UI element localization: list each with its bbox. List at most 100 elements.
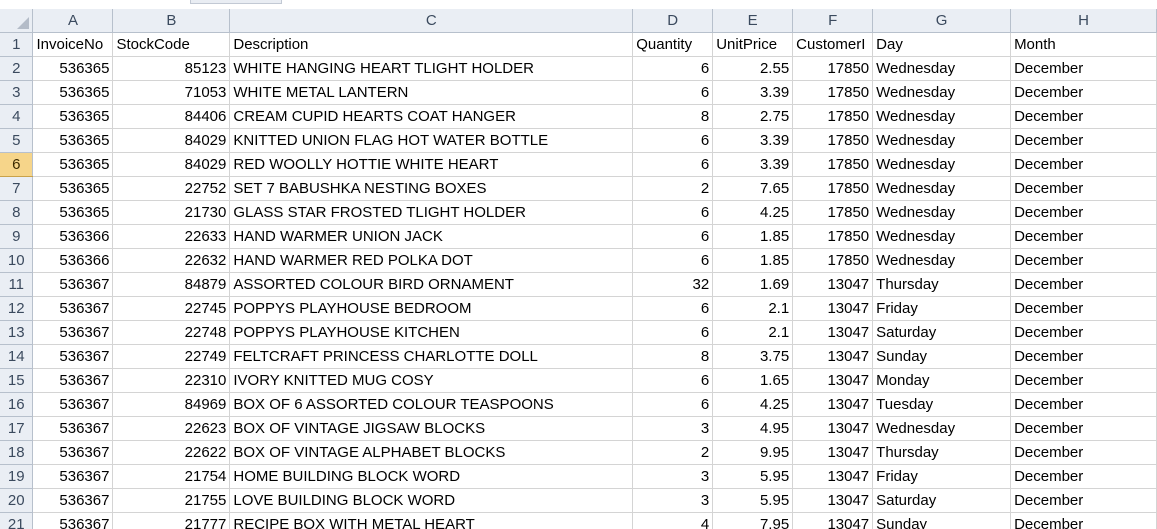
cell-day[interactable]: Thursday: [872, 440, 1012, 465]
cell-unitprice[interactable]: 1.85: [712, 224, 794, 249]
cell-unitprice[interactable]: 7.65: [712, 176, 794, 201]
cell-month[interactable]: December: [1010, 200, 1157, 225]
cell-month[interactable]: December: [1010, 416, 1157, 441]
cell-stockcode[interactable]: 21754: [112, 464, 231, 489]
cell-customerid[interactable]: 13047: [792, 320, 874, 345]
cell-quantity[interactable]: 3: [632, 416, 714, 441]
cell-day[interactable]: Wednesday: [872, 56, 1012, 81]
cell-description[interactable]: BOX OF VINTAGE ALPHABET BLOCKS: [229, 440, 634, 465]
cell-description[interactable]: POPPYS PLAYHOUSE BEDROOM: [229, 296, 634, 321]
cell-day[interactable]: Wednesday: [872, 128, 1012, 153]
cell-unitprice[interactable]: 1.65: [712, 368, 794, 393]
cell-month[interactable]: December: [1010, 464, 1157, 489]
cell-quantity[interactable]: 6: [632, 392, 714, 417]
cell-header-description[interactable]: Description: [229, 32, 634, 57]
cell-month[interactable]: December: [1010, 392, 1157, 417]
cell-description[interactable]: RECIPE BOX WITH METAL HEART: [229, 512, 634, 529]
cell-month[interactable]: December: [1010, 296, 1157, 321]
cell-stockcode[interactable]: 22749: [112, 344, 231, 369]
cell-quantity[interactable]: 6: [632, 296, 714, 321]
cell-customerid[interactable]: 13047: [792, 392, 874, 417]
select-all-corner[interactable]: [0, 9, 34, 33]
cell-header-customerid[interactable]: CustomerI: [792, 32, 874, 57]
cell-customerid[interactable]: 17850: [792, 128, 874, 153]
cell-invoiceno[interactable]: 536365: [32, 80, 114, 105]
cell-month[interactable]: December: [1010, 512, 1157, 529]
column-header-d[interactable]: D: [632, 9, 714, 33]
cell-day[interactable]: Wednesday: [872, 152, 1012, 177]
cell-day[interactable]: Monday: [872, 368, 1012, 393]
cell-invoiceno[interactable]: 536365: [32, 200, 114, 225]
column-header-g[interactable]: G: [872, 9, 1012, 33]
cell-unitprice[interactable]: 1.85: [712, 248, 794, 273]
cell-quantity[interactable]: 6: [632, 368, 714, 393]
cell-month[interactable]: December: [1010, 176, 1157, 201]
row-header[interactable]: 21: [0, 512, 34, 529]
row-header[interactable]: 10: [0, 248, 34, 273]
cell-description[interactable]: LOVE BUILDING BLOCK WORD: [229, 488, 634, 513]
cell-unitprice[interactable]: 2.1: [712, 296, 794, 321]
cell-customerid[interactable]: 17850: [792, 104, 874, 129]
cell-invoiceno[interactable]: 536365: [32, 152, 114, 177]
cell-month[interactable]: December: [1010, 80, 1157, 105]
cell-customerid[interactable]: 13047: [792, 416, 874, 441]
cell-day[interactable]: Saturday: [872, 320, 1012, 345]
cell-header-month[interactable]: Month: [1010, 32, 1157, 57]
row-header[interactable]: 8: [0, 200, 34, 225]
cell-unitprice[interactable]: 5.95: [712, 488, 794, 513]
cell-customerid[interactable]: 13047: [792, 488, 874, 513]
row-header[interactable]: 2: [0, 56, 34, 81]
cell-unitprice[interactable]: 4.25: [712, 392, 794, 417]
cell-description[interactable]: ASSORTED COLOUR BIRD ORNAMENT: [229, 272, 634, 297]
cell-invoiceno[interactable]: 536367: [32, 296, 114, 321]
cell-customerid[interactable]: 13047: [792, 440, 874, 465]
cell-stockcode[interactable]: 21755: [112, 488, 231, 513]
column-header-h[interactable]: H: [1010, 9, 1157, 33]
cell-month[interactable]: December: [1010, 320, 1157, 345]
row-header[interactable]: 11: [0, 272, 34, 297]
cell-unitprice[interactable]: 1.69: [712, 272, 794, 297]
cell-invoiceno[interactable]: 536365: [32, 176, 114, 201]
cell-day[interactable]: Wednesday: [872, 176, 1012, 201]
cell-quantity[interactable]: 6: [632, 248, 714, 273]
cell-stockcode[interactable]: 22632: [112, 248, 231, 273]
cell-header-stockcode[interactable]: StockCode: [112, 32, 231, 57]
cell-invoiceno[interactable]: 536367: [32, 272, 114, 297]
cell-description[interactable]: BOX OF 6 ASSORTED COLOUR TEASPOONS: [229, 392, 634, 417]
cell-quantity[interactable]: 6: [632, 224, 714, 249]
cell-quantity[interactable]: 6: [632, 128, 714, 153]
cell-customerid[interactable]: 13047: [792, 512, 874, 529]
cell-description[interactable]: RED WOOLLY HOTTIE WHITE HEART: [229, 152, 634, 177]
cell-quantity[interactable]: 8: [632, 344, 714, 369]
cell-quantity[interactable]: 3: [632, 488, 714, 513]
cell-day[interactable]: Saturday: [872, 488, 1012, 513]
row-header[interactable]: 12: [0, 296, 34, 321]
cell-month[interactable]: December: [1010, 272, 1157, 297]
cell-customerid[interactable]: 17850: [792, 80, 874, 105]
cell-stockcode[interactable]: 22622: [112, 440, 231, 465]
cell-month[interactable]: December: [1010, 344, 1157, 369]
cell-day[interactable]: Wednesday: [872, 416, 1012, 441]
cell-quantity[interactable]: 6: [632, 152, 714, 177]
cell-invoiceno[interactable]: 536367: [32, 368, 114, 393]
cell-invoiceno[interactable]: 536366: [32, 224, 114, 249]
cell-header-day[interactable]: Day: [872, 32, 1012, 57]
cell-description[interactable]: HAND WARMER UNION JACK: [229, 224, 634, 249]
cell-stockcode[interactable]: 21777: [112, 512, 231, 529]
cell-description[interactable]: SET 7 BABUSHKA NESTING BOXES: [229, 176, 634, 201]
cell-month[interactable]: December: [1010, 368, 1157, 393]
column-header-b[interactable]: B: [112, 9, 231, 33]
cell-quantity[interactable]: 6: [632, 56, 714, 81]
cell-unitprice[interactable]: 5.95: [712, 464, 794, 489]
cell-description[interactable]: GLASS STAR FROSTED TLIGHT HOLDER: [229, 200, 634, 225]
cell-description[interactable]: CREAM CUPID HEARTS COAT HANGER: [229, 104, 634, 129]
column-header-f[interactable]: F: [792, 9, 874, 33]
cell-day[interactable]: Wednesday: [872, 80, 1012, 105]
row-header[interactable]: 9: [0, 224, 34, 249]
cell-day[interactable]: Thursday: [872, 272, 1012, 297]
column-header-c[interactable]: C: [229, 9, 634, 33]
cell-quantity[interactable]: 2: [632, 176, 714, 201]
cell-invoiceno[interactable]: 536367: [32, 512, 114, 529]
cell-customerid[interactable]: 13047: [792, 344, 874, 369]
row-header[interactable]: 7: [0, 176, 34, 201]
